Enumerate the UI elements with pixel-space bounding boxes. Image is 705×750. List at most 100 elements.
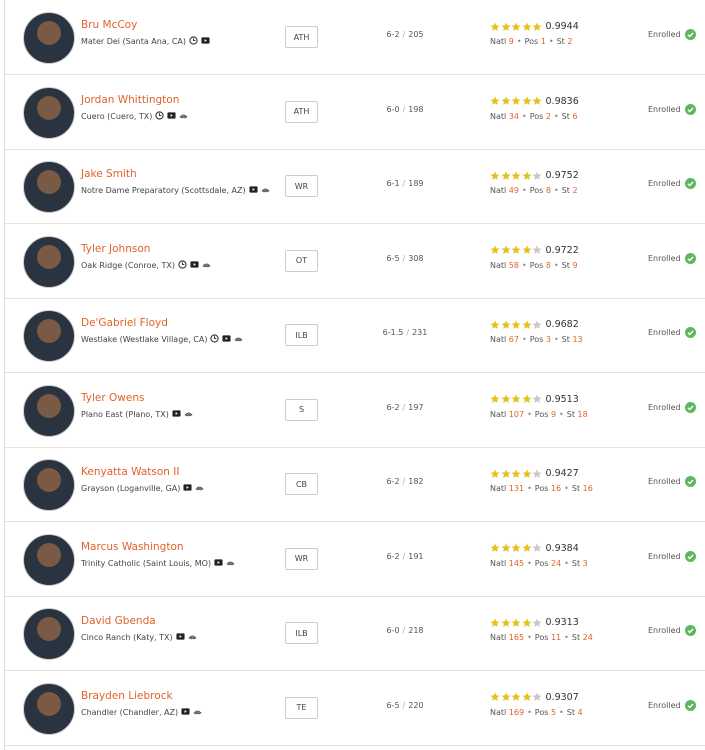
star	[511, 245, 521, 254]
separator: /	[402, 179, 406, 188]
avatar	[23, 682, 75, 735]
rating-value: 0.9836	[545, 95, 579, 107]
dot: •	[564, 484, 569, 493]
hometown: Cuero (Cuero, TX)	[81, 110, 281, 123]
player-name[interactable]: Brayden Liebrock	[81, 689, 173, 702]
video-icon	[222, 335, 232, 342]
natl-rank: 145	[508, 558, 525, 568]
natl-rank: 67	[508, 335, 519, 344]
status: Enrolled	[648, 699, 696, 711]
star	[532, 320, 542, 329]
position-badge: S	[285, 398, 318, 421]
pos-rank: 9	[550, 409, 557, 419]
video-icon	[183, 484, 192, 491]
dot: •	[553, 111, 559, 121]
position-badge: ILB	[285, 622, 318, 644]
st-label: St	[571, 558, 581, 568]
st-label: St	[566, 409, 575, 419]
status: Enrolled	[648, 625, 696, 636]
player-name[interactable]: De'Gabriel Floyd	[81, 317, 168, 329]
separator: /	[402, 626, 406, 635]
pos-rank: 16	[550, 484, 562, 493]
dot: •	[516, 37, 522, 46]
player-name[interactable]: Bru McCoy	[81, 19, 138, 31]
player-name[interactable]: Tyler Owens	[81, 391, 145, 404]
star	[532, 245, 542, 254]
status-text: Enrolled	[648, 328, 681, 337]
video-icon	[172, 409, 181, 417]
dot: •	[548, 37, 554, 46]
player-name[interactable]: Marcus Washington	[81, 540, 184, 553]
rating: 0.9752	[490, 170, 579, 181]
separator: /	[402, 104, 406, 114]
weight: 308	[408, 253, 424, 263]
pos-label: Pos	[534, 484, 549, 493]
status-text: Enrolled	[648, 477, 681, 486]
rating: 0.9944	[490, 21, 579, 32]
star	[511, 96, 521, 105]
camera-icon	[195, 486, 204, 491]
star	[532, 469, 542, 478]
rating: 0.9384	[490, 543, 579, 554]
recruit-row: Bru McCoy Mater Dei (Santa Ana, CA) ATH 6-2…	[5, 0, 705, 75]
natl-rank: 169	[508, 707, 525, 717]
hometown: Oak Ridge (Conroe, TX)	[81, 259, 281, 272]
player-name[interactable]: Tyler Johnson	[81, 242, 151, 255]
rating-value: 0.9313	[545, 617, 579, 628]
st-rank: 3	[582, 558, 588, 568]
pos-label: Pos	[529, 260, 544, 270]
avatar	[23, 235, 75, 288]
avatar	[23, 384, 75, 437]
video-icon	[181, 707, 190, 715]
height-weight: 6-1.5/231	[365, 328, 445, 337]
dot: •	[559, 707, 564, 717]
star	[511, 692, 521, 701]
st-label: St	[556, 37, 565, 46]
star	[490, 618, 500, 627]
height-weight: 6-5/308	[365, 254, 445, 263]
recruit-row: De'Gabriel Floyd Westlake (Westlake Villa…	[5, 298, 705, 373]
natl-rank: 49	[508, 186, 519, 195]
recruit-row: Jake Smith Notre Dame Preparatory (Scotts…	[5, 149, 705, 224]
natl-label: Natl	[490, 186, 507, 195]
recruit-row: Tyler Johnson Oak Ridge (Conroe, TX) OT 6-5…	[5, 224, 705, 299]
star	[501, 320, 510, 329]
player-name[interactable]: Kenyatta Watson II	[81, 466, 180, 478]
avatar	[23, 161, 75, 213]
rating-value: 0.9513	[545, 393, 579, 405]
st-rank: 9	[572, 260, 578, 270]
height: 6-2	[386, 477, 400, 486]
st-label: St	[561, 111, 570, 121]
player-name[interactable]: David Gbenda	[81, 615, 156, 627]
hometown-text: Cuero (Cuero, TX)	[81, 111, 153, 121]
player-name[interactable]: Jake Smith	[81, 168, 137, 180]
hometown: Westlake (Westlake Village, CA)	[81, 333, 281, 346]
pos-label: Pos	[534, 558, 549, 568]
player-name[interactable]: Jordan Whittington	[81, 93, 180, 106]
dot: •	[527, 707, 532, 717]
dot: •	[521, 335, 527, 344]
height-weight: 6-2/205	[365, 30, 445, 39]
star	[532, 394, 542, 403]
check-icon	[684, 252, 696, 264]
ranks: Natl 165 • Pos 11 • St 24	[490, 633, 593, 642]
star	[511, 171, 521, 180]
star	[490, 320, 500, 329]
natl-label: Natl	[490, 558, 507, 568]
ranks: Natl 131 • Pos 16 • St 16	[490, 484, 593, 493]
height-weight: 6-5/220	[365, 701, 445, 710]
pos-rank: 8	[545, 186, 551, 195]
check-icon	[684, 625, 696, 636]
st-rank: 18	[577, 409, 588, 419]
height: 6-5	[386, 700, 400, 710]
star	[532, 692, 542, 701]
st-rank: 6	[572, 111, 578, 121]
check-icon	[684, 550, 696, 562]
video-icon	[249, 186, 258, 193]
star	[501, 22, 510, 31]
video-icon	[190, 260, 199, 268]
rating-value: 0.9427	[545, 468, 579, 479]
hometown-text: Chandler (Chandler, AZ)	[81, 707, 179, 717]
star	[511, 394, 521, 403]
st-rank: 2	[567, 37, 573, 46]
